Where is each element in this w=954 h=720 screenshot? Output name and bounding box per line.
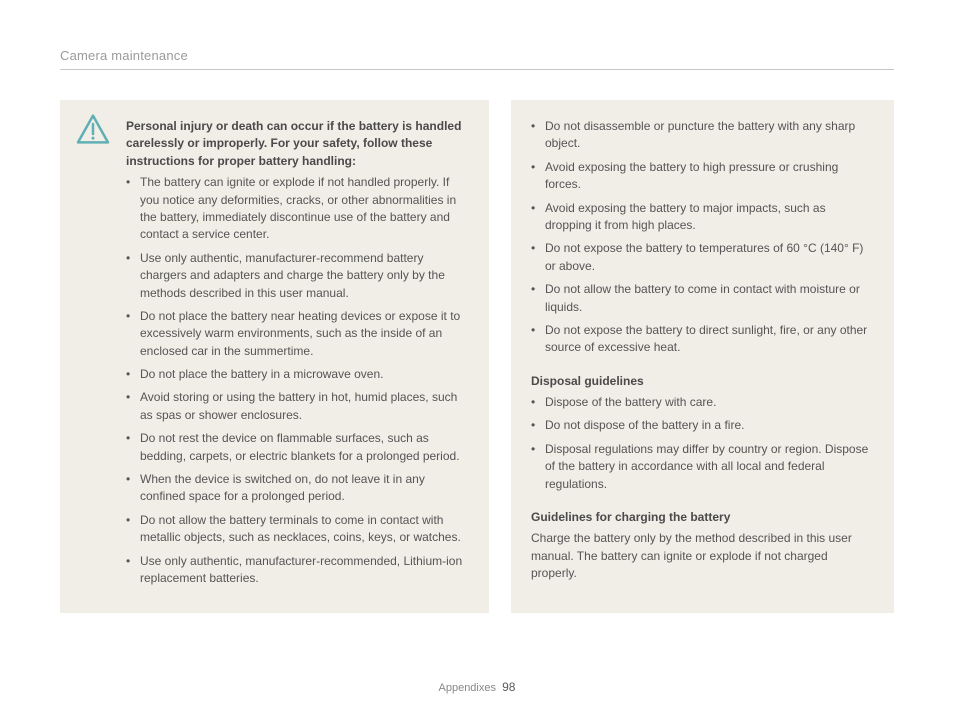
charging-heading: Guidelines for charging the battery xyxy=(531,509,874,526)
list-item: Do not rest the device on flammable surf… xyxy=(126,430,469,465)
list-item: Do not expose the battery to direct sunl… xyxy=(531,322,874,357)
list-item: Do not place the battery near heating de… xyxy=(126,308,469,360)
header-divider xyxy=(60,69,894,70)
warning-intro: Personal injury or death can occur if th… xyxy=(126,118,469,170)
right-top-bullet-list: Do not disassemble or puncture the batte… xyxy=(531,118,874,357)
left-panel: Personal injury or death can occur if th… xyxy=(60,100,489,613)
list-item: Avoid exposing the battery to major impa… xyxy=(531,200,874,235)
list-item: Do not disassemble or puncture the batte… xyxy=(531,118,874,153)
list-item: Avoid storing or using the battery in ho… xyxy=(126,389,469,424)
disposal-heading: Disposal guidelines xyxy=(531,373,874,390)
content-columns: Personal injury or death can occur if th… xyxy=(60,100,894,613)
section-header: Camera maintenance xyxy=(60,48,894,63)
footer-section: Appendixes xyxy=(439,682,497,694)
list-item: When the device is switched on, do not l… xyxy=(126,471,469,506)
warning-triangle-icon xyxy=(76,114,110,144)
charging-text: Charge the battery only by the method de… xyxy=(531,530,874,582)
disposal-bullet-list: Dispose of the battery with care. Do not… xyxy=(531,394,874,493)
list-item: Use only authentic, manufacturer-recomme… xyxy=(126,553,469,588)
list-item: The battery can ignite or explode if not… xyxy=(126,174,469,244)
page-footer: Appendixes 98 xyxy=(0,680,954,694)
list-item: Do not dispose of the battery in a fire. xyxy=(531,417,874,434)
left-bullet-list: The battery can ignite or explode if not… xyxy=(126,174,469,587)
page-container: Camera maintenance Personal injury or de… xyxy=(0,0,954,720)
list-item: Do not allow the battery terminals to co… xyxy=(126,512,469,547)
list-item: Do not expose the battery to temperature… xyxy=(531,240,874,275)
list-item: Do not allow the battery to come in cont… xyxy=(531,281,874,316)
footer-page-number: 98 xyxy=(502,680,515,694)
list-item: Use only authentic, manufacturer-recomme… xyxy=(126,250,469,302)
right-panel: Do not disassemble or puncture the batte… xyxy=(511,100,894,613)
list-item: Disposal regulations may differ by count… xyxy=(531,441,874,493)
list-item: Avoid exposing the battery to high press… xyxy=(531,159,874,194)
list-item: Dispose of the battery with care. xyxy=(531,394,874,411)
list-item: Do not place the battery in a microwave … xyxy=(126,366,469,383)
